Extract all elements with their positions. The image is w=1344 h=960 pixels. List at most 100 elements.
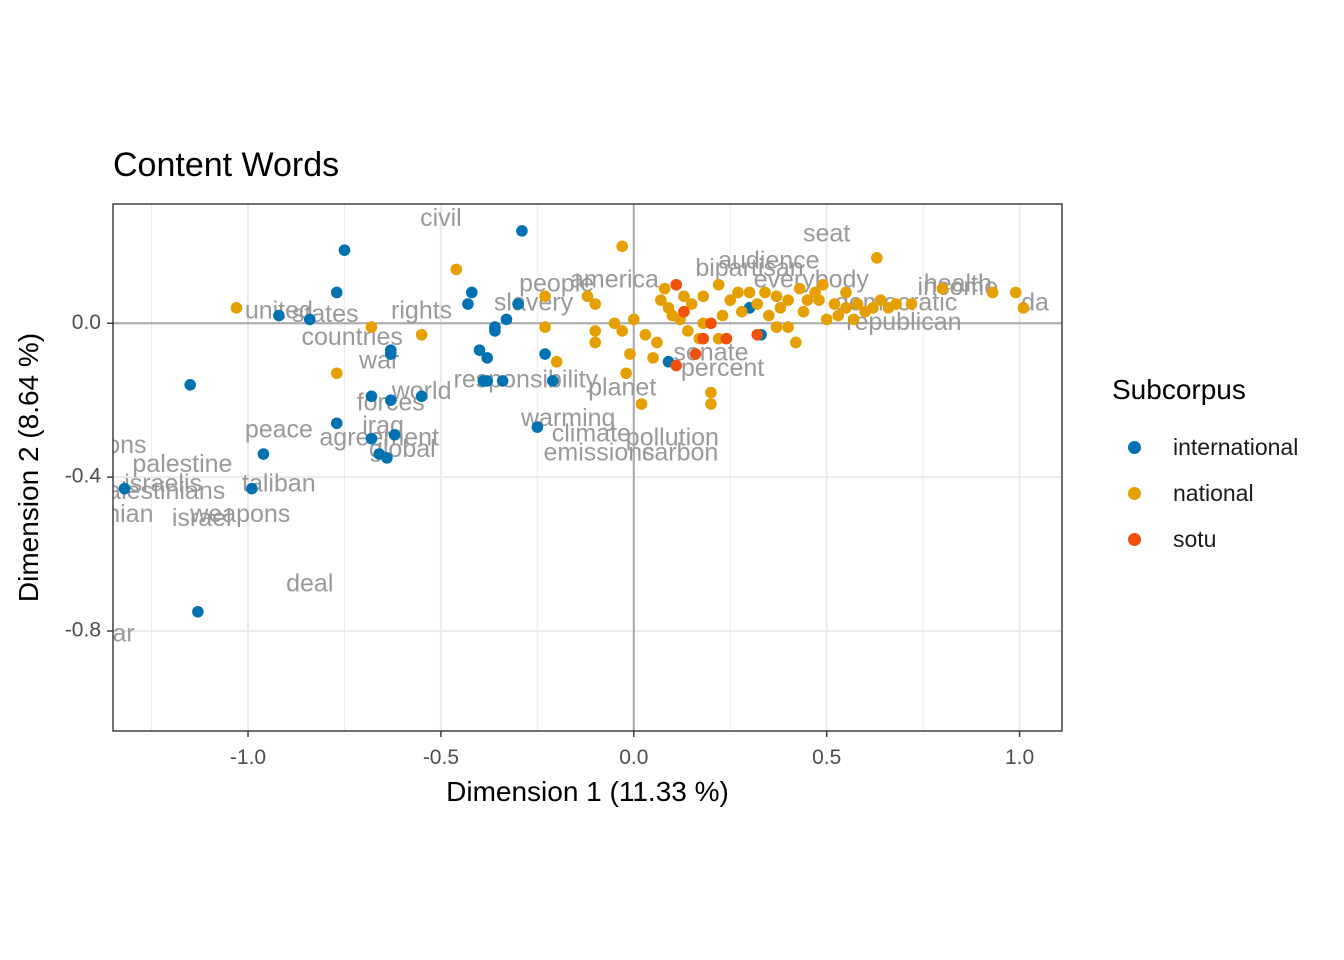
point-national bbox=[608, 317, 621, 330]
point-international bbox=[303, 313, 316, 326]
point-national bbox=[790, 336, 802, 349]
point-international bbox=[481, 352, 493, 364]
point-national bbox=[624, 348, 636, 360]
chart-title: Content Words bbox=[113, 146, 340, 184]
x-tick-label: -1.0 bbox=[230, 746, 266, 769]
point-national bbox=[581, 290, 594, 303]
point-international bbox=[338, 244, 351, 256]
point-national bbox=[724, 294, 737, 306]
point-sotu bbox=[697, 332, 710, 345]
word-label: palestinians bbox=[93, 477, 225, 505]
legend-label-national: national bbox=[1173, 479, 1254, 506]
point-national bbox=[705, 398, 717, 410]
gridlines bbox=[113, 204, 1062, 731]
point-national bbox=[905, 298, 918, 310]
point-national bbox=[705, 386, 717, 399]
word-label: senate bbox=[673, 339, 748, 367]
point-international bbox=[388, 429, 401, 441]
word-label: rights bbox=[391, 296, 452, 324]
point-national bbox=[736, 305, 748, 318]
word-label: weapons bbox=[189, 500, 290, 528]
point-national bbox=[450, 263, 463, 276]
point-national bbox=[820, 313, 833, 326]
point-sotu bbox=[670, 278, 683, 291]
point-national bbox=[635, 398, 648, 410]
word-label: people bbox=[519, 269, 594, 297]
legend-label-international: international bbox=[1173, 433, 1299, 460]
point-international bbox=[365, 432, 378, 445]
point-national bbox=[539, 321, 551, 333]
point-national bbox=[550, 355, 563, 368]
point-national bbox=[330, 367, 343, 380]
point-sotu bbox=[678, 305, 690, 318]
point-international bbox=[273, 309, 285, 322]
point-national bbox=[1009, 286, 1022, 299]
word-label: carbon bbox=[642, 439, 718, 467]
point-sotu bbox=[720, 332, 733, 345]
point-national bbox=[782, 294, 794, 306]
word-label: bipartisan bbox=[695, 254, 803, 282]
point-international bbox=[384, 394, 397, 406]
panel-border bbox=[112, 203, 1063, 732]
word-label: sanctions bbox=[41, 431, 147, 459]
point-national bbox=[890, 298, 902, 310]
point-international bbox=[184, 378, 196, 391]
y-axis-title: Dimension 2 (8.64 %) bbox=[13, 333, 44, 602]
word-label: responsibility bbox=[454, 366, 599, 394]
legend-title: Subcorpus bbox=[1112, 374, 1246, 405]
point-national bbox=[1017, 302, 1030, 314]
legend-item-sotu: sotu bbox=[1112, 516, 1298, 562]
point-sotu bbox=[751, 328, 764, 341]
word-label: states bbox=[292, 300, 359, 328]
word-label: israelis bbox=[124, 469, 202, 497]
word-label: slavery bbox=[494, 289, 574, 317]
word-label: emissions bbox=[543, 439, 654, 467]
word-label: planet bbox=[588, 373, 656, 401]
point-national bbox=[658, 282, 671, 295]
point-national bbox=[847, 313, 860, 326]
word-label: nuclear bbox=[53, 619, 135, 647]
word-label: civil bbox=[420, 204, 462, 232]
point-national bbox=[732, 286, 744, 299]
point-national bbox=[840, 286, 852, 299]
point-international bbox=[192, 605, 204, 618]
word-label: climate bbox=[552, 419, 631, 447]
point-national bbox=[793, 282, 806, 295]
point-national bbox=[840, 302, 852, 314]
point-national bbox=[832, 309, 845, 322]
point-international bbox=[496, 375, 509, 387]
point-national bbox=[759, 286, 771, 299]
point-international bbox=[118, 482, 131, 495]
point-national bbox=[828, 298, 841, 310]
point-international bbox=[246, 482, 258, 495]
point-national bbox=[751, 298, 764, 310]
word-label: palestinian bbox=[34, 500, 154, 528]
legend-swatch-national bbox=[1128, 486, 1141, 500]
point-international bbox=[465, 286, 478, 299]
y-tick-label: 0.0 bbox=[72, 311, 101, 334]
point-international bbox=[381, 452, 393, 464]
point-national bbox=[415, 328, 428, 341]
point-sotu bbox=[670, 359, 683, 372]
point-national bbox=[716, 309, 729, 322]
point-national bbox=[616, 325, 629, 337]
point-international bbox=[516, 225, 528, 237]
points bbox=[118, 225, 1030, 618]
point-national bbox=[770, 290, 783, 303]
legend: Subcorpus international national sotu bbox=[1112, 374, 1298, 562]
point-national bbox=[685, 298, 698, 310]
point-national bbox=[770, 321, 783, 333]
x-tick-label: 0.0 bbox=[619, 746, 648, 769]
point-sotu bbox=[689, 348, 702, 360]
point-national bbox=[986, 286, 999, 299]
point-international bbox=[257, 448, 270, 460]
point-national bbox=[867, 302, 879, 314]
point-national bbox=[851, 298, 864, 310]
x-axis-title: Dimension 1 (11.33 %) bbox=[446, 776, 729, 807]
x-tick-label: 0.5 bbox=[812, 746, 841, 769]
word-label: deal bbox=[286, 569, 333, 597]
point-national bbox=[813, 294, 825, 306]
point-national bbox=[627, 313, 640, 326]
point-international bbox=[531, 421, 544, 433]
